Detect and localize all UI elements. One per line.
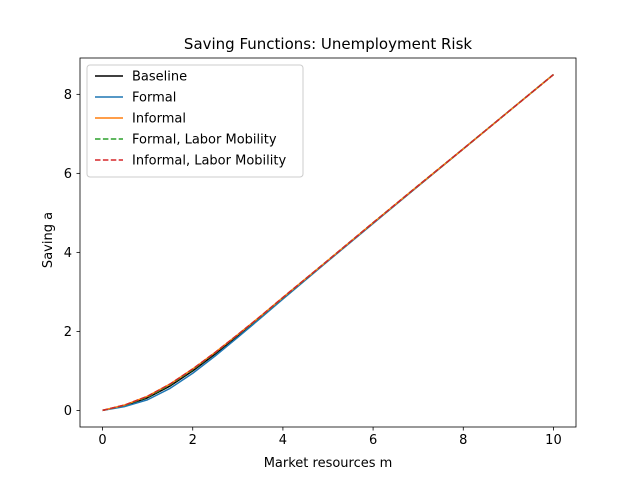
y-axis-label: Saving a <box>41 212 56 268</box>
chart-title: Saving Functions: Unemployment Risk <box>184 35 472 53</box>
legend-label: Formal <box>132 91 176 106</box>
x-tick-label: 4 <box>279 433 287 448</box>
y-tick-label: 4 <box>64 246 72 261</box>
x-tick-label: 6 <box>369 433 377 448</box>
x-tick-label: 2 <box>189 433 197 448</box>
x-tick-label: 0 <box>98 433 106 448</box>
legend-label: Informal <box>132 112 186 127</box>
series-line-4 <box>102 74 554 412</box>
x-tick-label: 8 <box>459 433 467 448</box>
legend-box <box>86 64 304 178</box>
y-tick-label: 8 <box>64 88 72 103</box>
legend-label: Informal, Labor Mobility <box>132 154 286 169</box>
x-tick-label: 10 <box>545 433 562 448</box>
axes: 0 2 4 6 8 10 0 2 4 6 8 <box>64 57 577 448</box>
y-tick-label: 2 <box>64 325 72 340</box>
legend-label: Baseline <box>132 70 187 85</box>
legend: Baseline Formal Informal Formal, Labor Mobi… <box>86 64 304 178</box>
y-tick-label: 0 <box>64 404 72 419</box>
plot-area <box>102 74 554 412</box>
y-tick-label: 6 <box>64 167 72 182</box>
axes-frame <box>79 57 577 428</box>
x-axis-label: Market resources m <box>264 456 393 471</box>
legend-label: Formal, Labor Mobility <box>132 133 277 148</box>
